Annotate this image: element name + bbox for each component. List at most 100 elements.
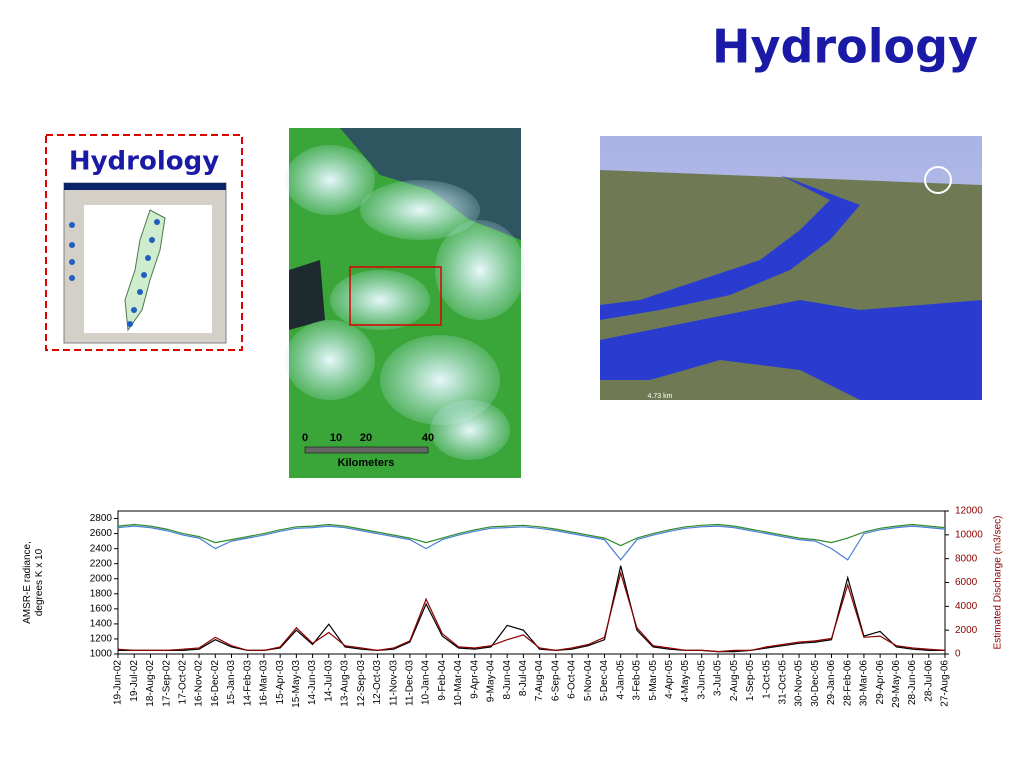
x-tick-label: 15-Jan-03 (226, 660, 237, 705)
x-tick-label: 29-May-06 (891, 660, 902, 708)
x-tick-label: 14-Jun-03 (307, 660, 318, 705)
scale-label: 40 (422, 432, 434, 444)
series-line (117, 525, 946, 561)
x-tick-label: 1-Sep-05 (745, 660, 756, 702)
y2-tick-label: 0 (955, 649, 961, 660)
y-axis-label-line: AMSR-E radiance, (22, 541, 33, 624)
y2-tick-label: 2000 (955, 625, 978, 636)
x-tick-label: 14-Feb-03 (242, 660, 253, 707)
x-tick-label: 29-Apr-06 (875, 660, 886, 705)
inset: Hydrology (45, 134, 243, 351)
y-tick-label: 2600 (90, 528, 113, 539)
x-tick-label: 15-Apr-03 (275, 660, 286, 705)
scale-bar (304, 446, 429, 454)
x-tick-label: 5-Dec-04 (599, 660, 610, 702)
x-tick-label: 1-Oct-05 (761, 660, 772, 699)
x-tick-label: 3-Jun-05 (696, 660, 707, 700)
series-line (117, 570, 946, 653)
x-tick-label: 6-Oct-04 (567, 660, 578, 699)
inset-title: Hydrology (69, 147, 219, 177)
y-axis-label-line: degrees K x 10 (34, 548, 45, 616)
water (600, 300, 982, 400)
focus-box (349, 266, 442, 326)
x-tick-label: 2-Aug-05 (729, 660, 740, 702)
x-tick-label: 30-Dec-05 (810, 660, 821, 707)
y2-tick-label: 4000 (955, 601, 978, 612)
x-tick-label: 16-Dec-02 (210, 660, 221, 707)
river (600, 175, 860, 320)
water (289, 260, 325, 330)
x-tick-label: 17-Sep-02 (161, 660, 172, 707)
y-tick-label: 1200 (90, 634, 113, 645)
x-tick-label: 13-Aug-03 (340, 660, 351, 707)
x-tick-label: 31-Oct-05 (777, 660, 788, 705)
x-tick-label: 9-May-04 (486, 660, 497, 703)
x-tick-label: 19-Jun-02 (113, 660, 124, 705)
x-tick-label: 19-Jul-02 (129, 660, 140, 702)
y-tick-label: 2200 (90, 558, 113, 569)
x-tick-label: 14-Jul-03 (323, 660, 334, 702)
y-tick-label: 2400 (90, 543, 113, 554)
x-tick-label: 9-Feb-04 (437, 660, 448, 701)
y-tick-label: 1600 (90, 603, 113, 614)
x-tick-label: 7-Aug-04 (534, 660, 545, 702)
x-tick-label: 11-Nov-03 (388, 660, 399, 706)
x-tick-label: 16-Nov-02 (194, 660, 205, 707)
series-line (118, 565, 945, 653)
y-tick-label: 1800 (90, 588, 113, 599)
x-tick-label: 6-Sep-04 (550, 660, 561, 702)
x-tick-label: 8-Jul-04 (518, 660, 529, 697)
x-tick-label: 5-Mar-05 (648, 660, 659, 701)
scale-unit: Kilometers (338, 457, 395, 469)
scale-label: 20 (360, 432, 372, 444)
chart: 1000 1200 1400 1600 1800 2000 2200 2400 2600 2800… (22, 506, 1004, 708)
x-tick-label: 10-Jan-04 (421, 660, 432, 705)
plot-frame (117, 510, 946, 655)
slide-title: Hydrology (712, 20, 978, 74)
scale-label: 10 (330, 432, 342, 444)
y2-tick-label: 6000 (955, 577, 978, 588)
x-tick-label: 30-Nov-05 (794, 660, 805, 707)
gauges (69, 219, 160, 327)
x-tick-label: 15-May-03 (291, 660, 302, 708)
y2-tick-label: 8000 (955, 553, 978, 564)
y2-tick-label: 12000 (955, 506, 983, 517)
titlebar (64, 183, 226, 190)
x-tick-label: 28-Jun-06 (907, 660, 918, 705)
x-tick-label: 18-Aug-02 (145, 660, 156, 707)
x-tick-label: 28-Jul-06 (923, 660, 934, 702)
x-tick-label: 28-Feb-06 (842, 660, 853, 707)
x-tick-label: 29-Jan-06 (826, 660, 837, 705)
scale-label: 4.73 km (648, 393, 673, 400)
x-tick-label: 9-Apr-04 (469, 660, 480, 699)
x-tick-label: 10-Mar-04 (453, 660, 464, 707)
scale-label: 0 (302, 432, 308, 444)
x-tick-label: 12-Sep-03 (356, 660, 367, 707)
x-tick-label: 3-Feb-05 (632, 660, 643, 701)
x-tick-label: 27-Aug-06 (940, 660, 951, 707)
y-tick-label: 1400 (90, 619, 113, 630)
y-axis-label: AMSR-E radiance,degrees K x 10 (22, 541, 45, 624)
y-tick-label: 2000 (90, 573, 113, 584)
y2-tick-label: 10000 (955, 529, 983, 540)
clouds (285, 145, 525, 460)
x-tick-label: 4-Jan-05 (615, 660, 626, 700)
x-tick-label: 4-Apr-05 (664, 660, 675, 699)
y2-axis-label: Estimated Discharge (m3/sec) (993, 516, 1004, 650)
x-tick-label: 12-Oct-03 (372, 660, 383, 705)
x-tick-label: 3-Jul-05 (713, 660, 724, 697)
terrain-image: 4.73 km (600, 136, 982, 400)
x-tick-label: 5-Nov-04 (583, 660, 594, 702)
x-tick-label: 30-Mar-06 (859, 660, 870, 707)
satellite-image: 0 10 20 40 Kilometers (285, 128, 525, 478)
y-tick-label: 1000 (90, 649, 113, 660)
x-tick-label: 8-Jun-04 (502, 660, 513, 700)
x-tick-label: 4-May-05 (680, 660, 691, 703)
x-tick-label: 17-Oct-02 (178, 660, 189, 705)
x-tick-label: 16-Mar-03 (259, 660, 270, 707)
x-tick-label: 11-Dec-03 (405, 660, 416, 706)
series-line (117, 523, 946, 547)
y-tick-label: 2800 (90, 513, 113, 524)
compass (924, 166, 952, 194)
